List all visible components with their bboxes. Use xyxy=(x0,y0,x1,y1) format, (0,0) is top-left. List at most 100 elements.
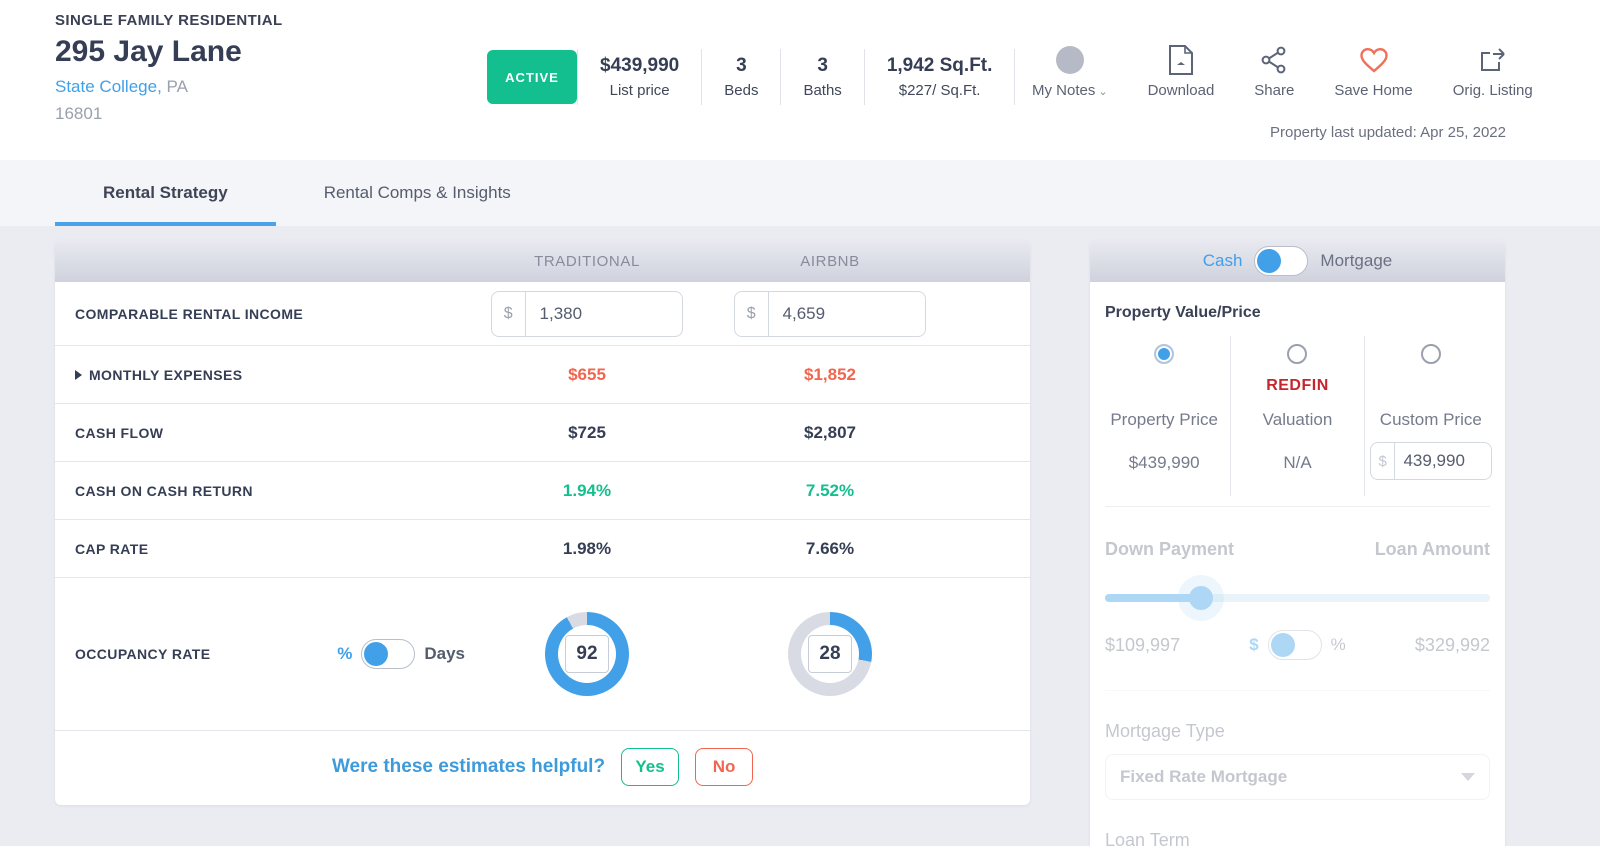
rental-strategy-card: TRADITIONAL AIRBNB COMPARABLE RENTAL INC… xyxy=(55,240,1030,805)
valuation-value: N/A xyxy=(1283,453,1312,472)
cash-mortgage-toggle[interactable] xyxy=(1254,246,1309,276)
toggle-knob xyxy=(1257,249,1282,273)
property-header: SINGLE FAMILY RESIDENTIAL 295 Jay Lane S… xyxy=(0,0,1600,160)
price-per-sqft-label: $227/ Sq.Ft. xyxy=(898,82,981,99)
state-label: PA xyxy=(161,77,188,96)
section-divider xyxy=(1105,506,1490,507)
slider-knob[interactable] xyxy=(1189,586,1214,610)
custom-price-input[interactable] xyxy=(1395,443,1491,479)
property-type-label: SINGLE FAMILY RESIDENTIAL xyxy=(55,12,283,29)
toggle-knob xyxy=(1270,633,1295,657)
airbnb-income-input[interactable] xyxy=(768,291,925,336)
traditional-occupancy-input[interactable] xyxy=(565,635,609,673)
property-price-radio[interactable] xyxy=(1154,344,1175,364)
row-monthly-expenses[interactable]: MONTHLY EXPENSES $655 $1,852 xyxy=(55,346,1030,404)
mortgage-type-value: Fixed Rate Mortgage xyxy=(1120,767,1288,786)
tab-rental-comps[interactable]: Rental Comps & Insights xyxy=(323,183,511,202)
cash-flow-airbnb-value: $2,807 xyxy=(804,422,856,442)
mortgage-type-label: Mortgage Type xyxy=(1105,721,1225,741)
down-payment-slider[interactable] xyxy=(1105,586,1490,610)
coc-airbnb-value: 7.52% xyxy=(805,480,855,500)
divider xyxy=(701,49,703,105)
down-payment-value: $109,997 xyxy=(1105,634,1181,655)
expenses-airbnb-value: $1,852 xyxy=(804,364,856,384)
traditional-occupancy-donut xyxy=(545,612,629,696)
download-button[interactable]: Download xyxy=(1128,44,1235,99)
status-badge: ACTIVE xyxy=(487,50,577,104)
percent-days-toggle[interactable] xyxy=(361,639,416,669)
mortgage-type-select[interactable]: Fixed Rate Mortgage xyxy=(1105,754,1490,800)
save-home-button[interactable]: Save Home xyxy=(1314,44,1432,99)
custom-price-input-group: $ xyxy=(1369,442,1492,480)
share-button[interactable]: Share xyxy=(1234,44,1314,99)
property-identity: SINGLE FAMILY RESIDENTIAL 295 Jay Lane S… xyxy=(55,12,283,124)
percent-option-label[interactable]: % xyxy=(337,644,353,663)
valuation-label: Valuation xyxy=(1262,410,1333,429)
option-redfin-valuation[interactable]: REDFIN Valuation N/A xyxy=(1230,336,1363,496)
price-option-selector: Property Price $439,990 REDFIN Valuation… xyxy=(1090,336,1505,496)
redfin-valuation-radio[interactable] xyxy=(1287,344,1308,364)
percent-days-toggle-group: % Days xyxy=(337,639,465,669)
my-notes-label: My Notes ⌄ xyxy=(1032,82,1108,99)
section-divider xyxy=(1105,690,1490,691)
coc-traditional-value: 1.94% xyxy=(562,480,612,500)
tab-bar: Rental Strategy Rental Comps & Insights xyxy=(0,160,1600,226)
dollar-prefix: $ xyxy=(492,291,526,336)
download-pdf-icon xyxy=(1168,44,1194,76)
listing-stats: ACTIVE $439,990 List price 3 Beds 3 Bath… xyxy=(487,48,1016,106)
mortgage-option-label[interactable]: Mortgage xyxy=(1320,251,1393,270)
divider xyxy=(863,49,865,105)
airbnb-occupancy-donut xyxy=(788,612,872,696)
redfin-logo: REDFIN xyxy=(1266,377,1329,394)
dollar-prefix: $ xyxy=(1371,443,1396,479)
cap-rate-airbnb-value: 7.66% xyxy=(805,538,855,558)
dollar-prefix: $ xyxy=(735,291,769,336)
property-value-title: Property Value/Price xyxy=(1105,304,1261,321)
sqft-value: 1,942 Sq.Ft. xyxy=(886,55,993,76)
cap-rate-traditional-value: 1.98% xyxy=(562,538,612,558)
expenses-row-label: MONTHLY EXPENSES xyxy=(89,366,243,383)
days-option-label[interactable]: Days xyxy=(424,644,465,663)
feedback-question: Were these estimates helpful? xyxy=(331,755,606,777)
airbnb-income-input-group: $ xyxy=(734,290,926,337)
dollar-percent-toggle[interactable] xyxy=(1267,630,1322,660)
row-occupancy-rate: OCCUPANCY RATE % Days xyxy=(55,578,1030,731)
city-link[interactable]: State College, xyxy=(55,77,162,96)
cap-rate-row-label: CAP RATE xyxy=(75,540,149,557)
expand-arrow-icon[interactable] xyxy=(75,369,82,380)
beds-value: 3 xyxy=(736,55,747,76)
traditional-income-input[interactable] xyxy=(525,291,682,336)
property-price-label: Property Price xyxy=(1110,410,1219,429)
toggle-knob xyxy=(364,642,389,666)
loan-amount-value: $329,992 xyxy=(1414,634,1490,655)
custom-price-radio[interactable] xyxy=(1420,344,1441,364)
tab-rental-strategy[interactable]: Rental Strategy xyxy=(55,160,276,226)
feedback-yes-button[interactable]: Yes xyxy=(621,747,680,786)
my-notes-button[interactable]: My Notes ⌄ xyxy=(1012,44,1128,99)
baths-label: Baths xyxy=(803,82,842,99)
dollar-option-label[interactable]: $ xyxy=(1249,635,1259,654)
orig-listing-button[interactable]: Orig. Listing xyxy=(1433,44,1553,99)
orig-listing-label: Orig. Listing xyxy=(1452,82,1533,99)
divider xyxy=(1014,49,1016,105)
header-actions: My Notes ⌄ Download xyxy=(1012,44,1553,99)
custom-price-label: Custom Price xyxy=(1379,410,1482,429)
loan-term-label: Loan Term xyxy=(1105,830,1190,846)
baths-value: 3 xyxy=(817,55,828,76)
dropdown-arrow-icon xyxy=(1461,773,1475,781)
cash-flow-row-label: CASH FLOW xyxy=(75,424,164,441)
row-cap-rate: CAP RATE 1.98% 7.66% xyxy=(55,520,1030,578)
beds-label: Beds xyxy=(724,82,759,99)
option-custom-price[interactable]: Custom Price $ xyxy=(1363,336,1497,496)
down-payment-label: Down Payment xyxy=(1105,539,1235,559)
percent-option-label[interactable]: % xyxy=(1330,635,1346,654)
divider xyxy=(780,49,782,105)
airbnb-occupancy-input[interactable] xyxy=(808,635,852,673)
income-row-label: COMPARABLE RENTAL INCOME xyxy=(75,305,304,322)
chevron-down-icon: ⌄ xyxy=(1098,86,1108,98)
feedback-no-button[interactable]: No xyxy=(695,747,754,786)
cash-option-label[interactable]: Cash xyxy=(1202,251,1243,270)
row-cash-on-cash-return: CASH ON CASH RETURN 1.94% 7.52% xyxy=(55,462,1030,520)
occupancy-row-label: OCCUPANCY RATE xyxy=(75,646,211,662)
option-property-price[interactable]: Property Price $439,990 xyxy=(1098,336,1230,496)
